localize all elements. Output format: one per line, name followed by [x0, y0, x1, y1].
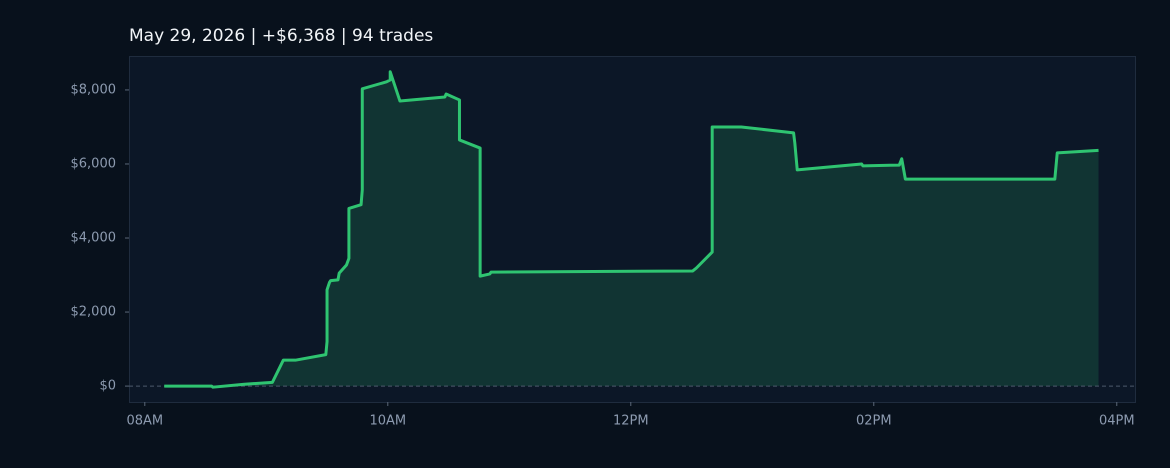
chart-title: May 29, 2026 | +$6,368 | 94 trades: [129, 26, 433, 46]
y-tick-label: $0: [99, 379, 116, 394]
y-tick-label: $2,000: [71, 305, 117, 320]
y-tick-label: $6,000: [71, 156, 117, 171]
line: [164, 70, 1099, 389]
y-tick-label: $8,000: [71, 82, 117, 97]
x-tick-label: 10AM: [369, 414, 406, 429]
x-tick-label: 04PM: [1099, 414, 1135, 429]
area: [164, 71, 1099, 388]
x-tick-label: 12PM: [613, 414, 649, 429]
x-tick-label: 02PM: [856, 414, 892, 429]
y-tick-label: $4,000: [71, 231, 117, 246]
x-tick-label: 08AM: [126, 414, 163, 429]
plot-area: [129, 56, 1136, 403]
